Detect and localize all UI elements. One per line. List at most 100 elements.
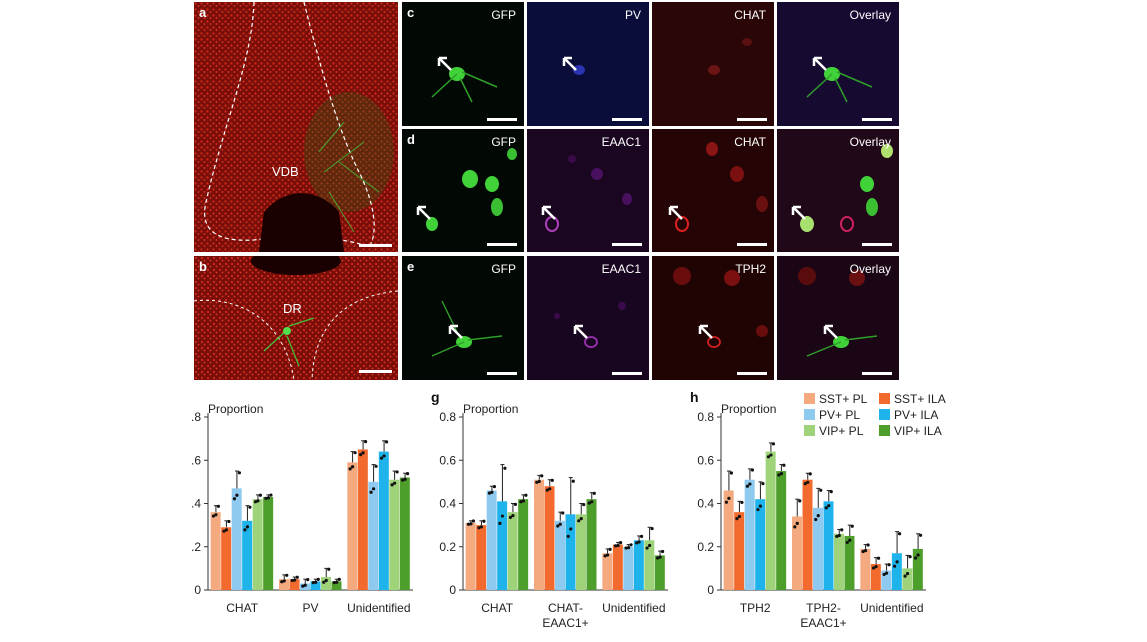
y-tick-label: 0.6	[439, 453, 456, 467]
bar	[870, 564, 881, 590]
data-point	[337, 577, 341, 582]
data-point	[840, 528, 844, 532]
data-point	[750, 468, 755, 472]
data-point	[913, 556, 918, 560]
data-point	[582, 502, 586, 507]
bar	[792, 516, 802, 590]
panel-d-gfp: d GFP	[402, 129, 524, 252]
data-point	[756, 507, 760, 512]
panel-a-image: a VDB	[194, 2, 398, 252]
data-point	[216, 504, 221, 508]
bar	[586, 499, 597, 590]
legend-label: PV+ ILA	[894, 408, 939, 422]
bar	[347, 462, 358, 590]
data-point	[379, 456, 384, 460]
panel-b-image: b DR	[194, 256, 398, 380]
data-point	[324, 578, 328, 583]
bar	[902, 568, 913, 590]
scale-bar	[487, 372, 517, 375]
panel-letter: b	[199, 259, 207, 274]
data-point	[590, 500, 594, 504]
data-point	[793, 525, 797, 529]
data-point	[492, 485, 497, 489]
data-point	[513, 502, 518, 506]
data-point	[282, 579, 286, 583]
bar	[465, 522, 476, 590]
bar	[823, 501, 834, 590]
panel-c-overlay: Overlay	[777, 2, 899, 126]
data-point	[227, 519, 231, 524]
data-point	[782, 463, 786, 467]
data-point	[577, 519, 581, 523]
bar	[279, 579, 289, 590]
data-point	[866, 543, 870, 547]
data-point	[371, 487, 376, 491]
data-point	[603, 554, 607, 558]
panel-d-chat: CHAT	[652, 129, 774, 252]
data-point	[771, 442, 776, 446]
channel-label: PV	[624, 8, 641, 22]
bar	[844, 535, 855, 590]
data-point	[332, 581, 336, 585]
bar	[486, 490, 497, 590]
data-point	[295, 575, 299, 579]
bar	[263, 497, 274, 590]
data-point	[814, 517, 818, 522]
data-point	[637, 540, 641, 544]
data-point	[795, 521, 799, 525]
data-point	[508, 515, 513, 519]
bar	[544, 486, 555, 590]
scale-bar	[487, 118, 517, 121]
y-axis-label: Proportion	[208, 402, 263, 416]
data-point	[884, 571, 889, 575]
data-point	[892, 564, 897, 568]
data-point	[256, 499, 260, 503]
data-point	[237, 471, 242, 475]
y-axis-label: Proportion	[721, 402, 776, 416]
data-point	[293, 578, 297, 582]
data-point	[224, 528, 229, 532]
data-point	[358, 453, 363, 457]
legend-item: SST+ ILA	[879, 392, 946, 406]
data-point	[639, 534, 644, 538]
bar	[321, 577, 331, 590]
scale-bar	[359, 244, 392, 247]
data-point	[232, 497, 237, 501]
bar	[623, 546, 634, 590]
data-point	[871, 566, 876, 570]
y-tick-label: 0.2	[697, 540, 714, 554]
scale-bar	[737, 372, 767, 375]
data-point	[816, 514, 820, 518]
data-point	[876, 556, 881, 560]
channel-label: CHAT	[734, 8, 766, 22]
data-point	[592, 491, 596, 495]
data-point	[222, 529, 226, 533]
legend-label: PV+ PL	[819, 408, 861, 422]
data-point	[835, 534, 839, 538]
bar	[518, 499, 529, 590]
data-point	[322, 580, 326, 584]
bar	[389, 479, 400, 590]
data-point	[748, 482, 752, 486]
data-point	[290, 578, 294, 583]
data-point	[350, 465, 355, 469]
channel-label: EAAC1	[601, 135, 641, 149]
channel-label: EAAC1	[601, 262, 641, 276]
legend-label: VIP+ ILA	[894, 424, 942, 438]
x-tick-label: CHAT	[226, 601, 258, 615]
legend-label: VIP+ PL	[819, 424, 864, 438]
x-tick-label: EAAC1+	[800, 616, 846, 630]
bar	[802, 479, 813, 590]
arrow-icon	[437, 56, 452, 71]
bar-chart-g: Proportion 0 0.2 0.4 0.6 0.8 CHAT CHAT-EAAC1+ Un…	[439, 402, 668, 630]
legend-item: VIP+ ILA	[879, 424, 942, 438]
data-point	[829, 490, 833, 494]
data-point	[897, 532, 902, 536]
data-point	[895, 560, 899, 564]
data-point	[587, 501, 591, 505]
x-tick-label: Unidentified	[860, 601, 923, 615]
data-point	[363, 440, 368, 444]
bar	[331, 581, 342, 590]
bar	[776, 471, 787, 590]
data-point	[626, 546, 631, 550]
